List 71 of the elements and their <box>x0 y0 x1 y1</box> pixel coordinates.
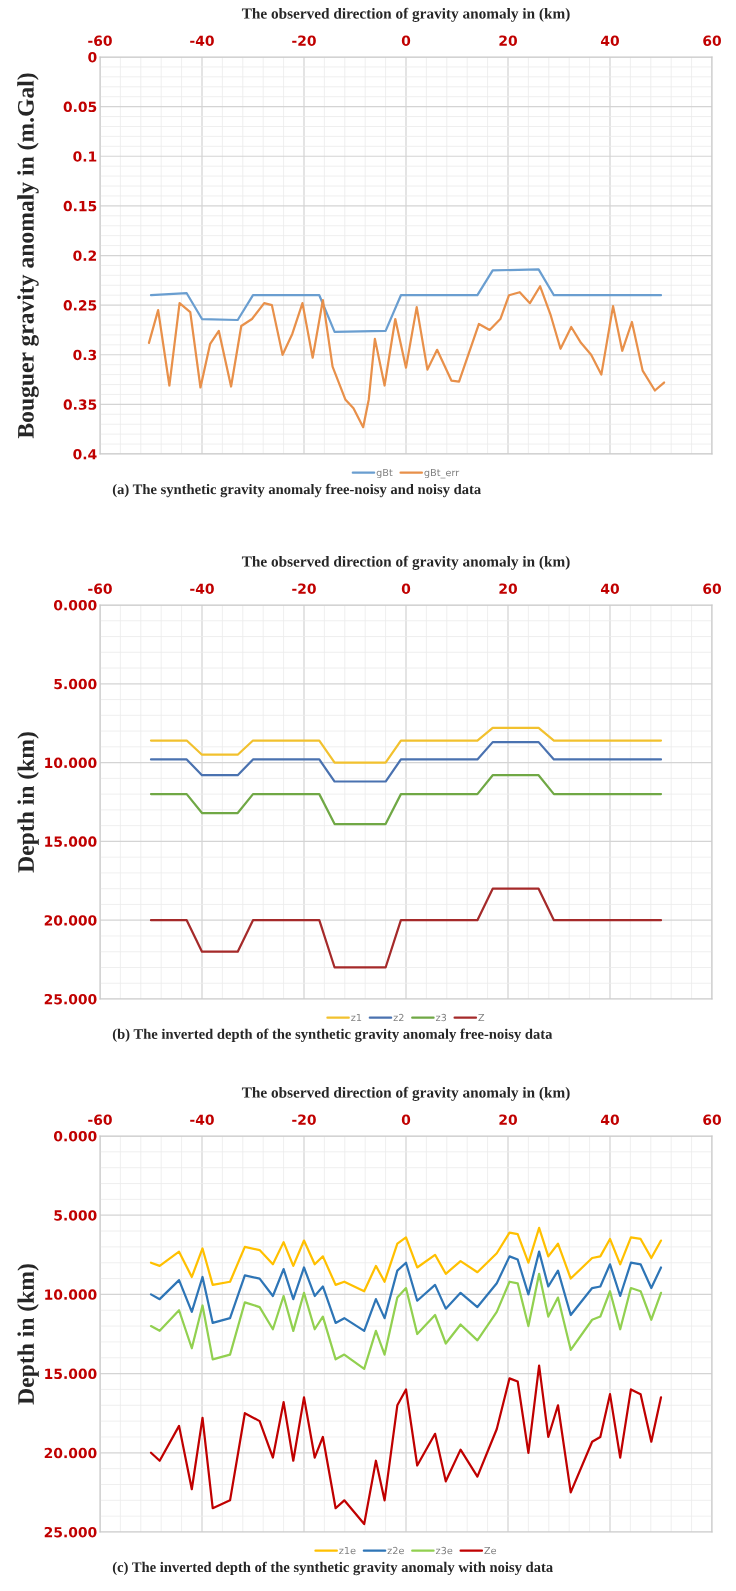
line-series <box>149 1364 663 1526</box>
line-series <box>149 1272 663 1370</box>
y-axis-title: Bouguer gravity anomaly in (m.Gal) <box>17 73 39 439</box>
x-tick-label: 40 <box>600 1114 619 1125</box>
x-tick-label: 60 <box>703 583 721 594</box>
x-tick-label: -20 <box>292 583 316 594</box>
x-axis-title: The observed direction of gravity anomaly in (km) <box>241 555 570 570</box>
line-series <box>149 887 663 969</box>
x-tick-label: 60 <box>703 35 721 46</box>
y-tick-label: 0.05 <box>63 101 97 113</box>
y-tick-label: 10.000 <box>45 757 97 769</box>
x-tick-label: -40 <box>190 1114 214 1125</box>
x-tick-label: 40 <box>600 583 619 594</box>
x-tick-label: -60 <box>88 35 112 46</box>
line-series <box>149 1250 663 1332</box>
x-tick-label: 20 <box>499 35 517 46</box>
y-tick-label: 0.2 <box>73 250 97 261</box>
x-tick-label: 20 <box>499 1114 517 1125</box>
text: (a) The synthetic gravity anomaly free-noisy and noisy data <box>112 483 481 498</box>
y-tick-label: 15.000 <box>45 1368 97 1380</box>
x-tick-label: 0 <box>401 1114 411 1125</box>
x-tick-label: -40 <box>190 583 214 594</box>
line-series <box>147 285 666 429</box>
legend-label: z1 <box>351 1013 362 1022</box>
x-tick-label: 0 <box>401 35 411 46</box>
legend-label: z1e <box>339 1546 356 1555</box>
legend-label: z3 <box>435 1013 447 1022</box>
legend-label: z3e <box>435 1546 453 1555</box>
y-tick-label: 0.3 <box>73 349 97 361</box>
y-tick-label: 25.000 <box>44 1526 97 1538</box>
y-tick-label: 20.000 <box>44 915 97 926</box>
y-axis-title: Depth in (km) <box>17 732 39 873</box>
legend-label: z2e <box>387 1546 404 1555</box>
y-axis-title: Depth in (km) <box>17 1264 39 1405</box>
x-tick-label: 40 <box>600 35 619 46</box>
y-tick-label: 15.000 <box>45 836 97 847</box>
x-tick-label: -20 <box>292 35 316 46</box>
y-tick-label: 0.4 <box>73 448 97 460</box>
line-series <box>149 726 663 764</box>
y-tick-label: 0.15 <box>63 200 97 212</box>
text: (b) The inverted depth of the synthetic gravity anomaly free-noisy data <box>112 1028 553 1043</box>
text: (c) The inverted depth of the synthetic gravity anomaly with noisy data <box>112 1561 553 1576</box>
x-tick-label: 0 <box>401 583 411 594</box>
x-tick-label: -20 <box>292 1114 316 1125</box>
y-tick-label: 5.000 <box>54 678 97 690</box>
x-axis-title: The observed direction of gravity anomaly in (km) <box>241 1086 570 1101</box>
y-tick-label: 0.25 <box>63 300 97 311</box>
x-axis-title: The observed direction of gravity anomaly in (km) <box>241 7 570 22</box>
x-tick-label: 20 <box>499 583 517 594</box>
y-tick-label: 25.000 <box>44 993 97 1005</box>
y-tick-label: 5.000 <box>54 1210 97 1221</box>
y-tick-label: 0 <box>88 51 97 63</box>
x-tick-label: 60 <box>703 1114 721 1125</box>
y-tick-label: 0.000 <box>53 1130 97 1142</box>
legend-label: gBt <box>376 469 393 479</box>
y-tick-label: 0.35 <box>63 399 97 410</box>
x-tick-label: -60 <box>88 583 112 594</box>
line-series <box>149 741 663 783</box>
y-tick-label: 0.000 <box>53 599 97 611</box>
line-series <box>149 268 663 334</box>
legend-label: Ze <box>484 1546 497 1555</box>
line-series <box>149 1226 663 1293</box>
legend-label: Z <box>478 1013 485 1022</box>
legend-label: gBt_err <box>424 469 460 479</box>
y-tick-label: 10.000 <box>45 1289 97 1300</box>
x-tick-label: -40 <box>190 35 214 46</box>
line-series <box>149 774 663 826</box>
x-tick-label: -60 <box>88 1114 112 1125</box>
legend-label: z2 <box>393 1013 404 1022</box>
y-tick-label: 20.000 <box>44 1447 97 1459</box>
y-tick-label: 0.1 <box>73 151 97 162</box>
